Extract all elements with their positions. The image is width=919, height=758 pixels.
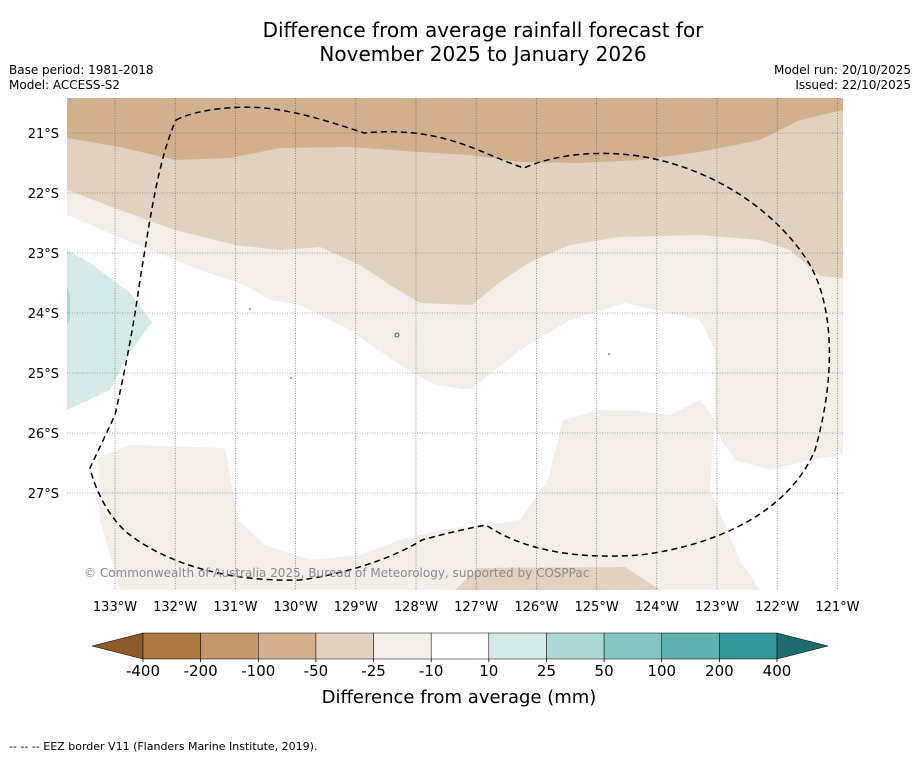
colorbar-tick-label: 100 bbox=[647, 662, 676, 680]
colorbar-segment bbox=[200, 632, 259, 660]
latitude-label: 22°S bbox=[28, 187, 59, 202]
colorbar-segment bbox=[488, 632, 547, 660]
colorbar-tick-label: -100 bbox=[241, 662, 275, 680]
colorbar-tick-label: -200 bbox=[184, 662, 218, 680]
title-line-2: November 2025 to January 2026 bbox=[319, 42, 647, 66]
colorbar: -400 -200 -100 -50 -25 -10 10 25 50 100 200 400 bbox=[91, 632, 829, 680]
issued-label: Issued: 22/10/2025 bbox=[795, 78, 911, 92]
colorbar-label: Difference from average (mm) bbox=[322, 687, 597, 708]
longitude-label: 127°W bbox=[454, 600, 498, 615]
colorbar-tick-label: -10 bbox=[419, 662, 444, 680]
speck-4 bbox=[394, 332, 400, 338]
longitude-label: 124°W bbox=[635, 600, 679, 615]
colorbar-tick-label: 200 bbox=[705, 662, 734, 680]
longitude-label: 128°W bbox=[394, 600, 438, 615]
colorbar-tick-label: -50 bbox=[304, 662, 329, 680]
colorbar-extend-low bbox=[91, 632, 144, 660]
longitude-label: 125°W bbox=[575, 600, 619, 615]
speck-1 bbox=[249, 308, 251, 310]
latitude-label: 23°S bbox=[28, 247, 59, 262]
model-label: Model: ACCESS-S2 bbox=[9, 78, 121, 92]
colorbar-tick-label: -25 bbox=[361, 662, 386, 680]
longitude-label: 133°W bbox=[93, 600, 137, 615]
colorbar-tick-label: -400 bbox=[126, 662, 160, 680]
longitude-label: 132°W bbox=[153, 600, 197, 615]
colorbar-extend-high bbox=[776, 632, 829, 660]
meta-left: Base period: 1981-2018 Model: ACCESS-S2 bbox=[9, 63, 154, 93]
copyright-note: © Commonwealth of Australia 2025, Bureau… bbox=[84, 566, 589, 580]
eez-legend-note: -- -- -- EEZ border V11 (Flanders Marine… bbox=[9, 740, 318, 753]
anomaly-region-pos10-to-pos25 bbox=[67, 250, 152, 410]
speck-2 bbox=[290, 377, 292, 379]
longitude-label: 130°W bbox=[274, 600, 318, 615]
colorbar-tick-label: 10 bbox=[479, 662, 498, 680]
latitude-label: 27°S bbox=[28, 487, 59, 502]
longitude-axis: 133°W 132°W 131°W 130°W 129°W 128°W 127°W 126°W… bbox=[93, 600, 860, 615]
anomaly-region-pos25-to-pos50 bbox=[67, 287, 70, 325]
longitude-label: 126°W bbox=[514, 600, 558, 615]
colorbar-segment bbox=[719, 632, 778, 660]
anomaly-region-bottom-tan bbox=[455, 567, 660, 590]
meta-right: Model run: 20/10/2025 Issued: 22/10/2025 bbox=[774, 63, 911, 93]
map-title: Difference from average rainfall forecas… bbox=[0, 18, 919, 66]
anomaly-region-bottom-light bbox=[98, 400, 760, 590]
colorbar-segment bbox=[373, 632, 432, 660]
latitude-label: 24°S bbox=[28, 307, 59, 322]
rainfall-anomaly-field bbox=[67, 98, 843, 590]
base-period-label: Base period: 1981-2018 bbox=[9, 63, 154, 77]
longitude-label: 122°W bbox=[755, 600, 799, 615]
colorbar-tick-label: 50 bbox=[595, 662, 614, 680]
graticule bbox=[67, 98, 843, 590]
colorbar-segment bbox=[661, 632, 720, 660]
colorbar-segment bbox=[430, 632, 490, 660]
latitude-label: 21°S bbox=[28, 127, 59, 142]
colorbar-tick-label: 400 bbox=[763, 662, 792, 680]
colorbar-segment bbox=[258, 632, 317, 660]
latitude-label: 25°S bbox=[28, 367, 59, 382]
speck-3 bbox=[608, 353, 610, 355]
longitude-label: 131°W bbox=[213, 600, 257, 615]
colorbar-segment bbox=[315, 632, 374, 660]
latitude-label: 26°S bbox=[28, 427, 59, 442]
eez-border-line bbox=[89, 106, 831, 581]
colorbar-segment bbox=[603, 632, 662, 660]
longitude-label: 121°W bbox=[815, 600, 859, 615]
colorbar-tick-label: 25 bbox=[537, 662, 556, 680]
anomaly-region-neg50-to-neg100 bbox=[67, 98, 843, 163]
longitude-label: 123°W bbox=[695, 600, 739, 615]
longitude-label: 129°W bbox=[334, 600, 378, 615]
latitude-axis: 21°S 22°S 23°S 24°S 25°S 26°S 27°S bbox=[28, 127, 59, 502]
colorbar-segment bbox=[546, 632, 605, 660]
colorbar-segment bbox=[142, 632, 201, 660]
model-run-label: Model run: 20/10/2025 bbox=[773, 63, 911, 77]
title-line-1: Difference from average rainfall forecas… bbox=[262, 18, 704, 42]
